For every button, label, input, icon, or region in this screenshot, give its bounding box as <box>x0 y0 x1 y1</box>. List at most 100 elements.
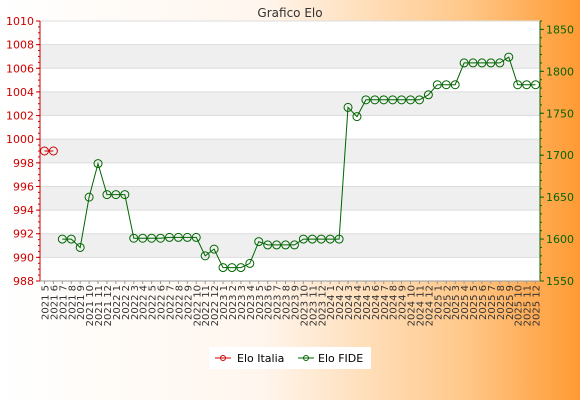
data-point-elo-fide <box>147 233 157 243</box>
data-point-elo-fide <box>307 234 317 244</box>
data-point-elo-fide <box>254 237 264 247</box>
x-tick-label: 2022 2 <box>121 285 132 320</box>
data-point-elo-fide <box>120 190 130 200</box>
x-tick-label: 2023 2 <box>228 285 239 320</box>
data-point-elo-fide <box>406 95 416 105</box>
left-tick-label: 990 <box>13 251 34 264</box>
data-point-elo-fide <box>66 234 76 244</box>
data-point-elo-fide <box>397 95 407 105</box>
left-tick-label: 1002 <box>6 110 34 123</box>
left-tick-label: 1006 <box>6 62 34 75</box>
data-point-elo-fide <box>129 233 139 243</box>
x-tick-label: 2021 9 <box>76 285 87 320</box>
data-point-elo-fide <box>93 159 103 169</box>
x-tick-label: 2025 9 <box>505 285 516 320</box>
data-point-elo-fide <box>379 95 389 105</box>
x-tick-label: 2024 9 <box>398 285 409 320</box>
data-point-elo-fide <box>468 58 478 68</box>
x-tick-label: 2021 10 <box>85 285 96 326</box>
data-point-elo-fide <box>522 80 532 90</box>
x-tick-label: 2022 6 <box>157 285 168 320</box>
grid-band <box>40 139 540 163</box>
x-tick-label: 2024 5 <box>362 285 373 320</box>
data-point-elo-fide <box>156 233 166 243</box>
x-tick-label: 2023 7 <box>273 285 284 320</box>
grid-band <box>40 186 540 211</box>
x-tick-label: 2025 2 <box>442 285 453 320</box>
x-tick-label: 2024 10 <box>407 285 418 326</box>
x-tick-label: 2024 4 <box>353 285 364 320</box>
x-tick-label: 2022 11 <box>201 285 212 326</box>
right-tick-label: 1650 <box>546 191 574 204</box>
x-tick-label: 2022 4 <box>139 285 150 320</box>
data-point-elo-fide <box>200 251 210 261</box>
data-point-elo-fide <box>138 233 148 243</box>
x-tick-label: 2025 1 <box>433 285 444 320</box>
x-tick-label: 2023 10 <box>299 285 310 326</box>
right-tick-label: 1850 <box>546 23 574 36</box>
x-tick-label: 2025 10 <box>514 285 525 326</box>
x-tick-label: 2024 3 <box>344 285 355 320</box>
x-tick-label: 2024 7 <box>380 285 391 320</box>
data-point-elo-fide <box>459 58 469 68</box>
data-point-elo-italia <box>48 146 58 156</box>
chart-title: Grafico Elo <box>257 6 322 20</box>
left-tick-label: 992 <box>13 228 34 241</box>
data-point-elo-fide <box>218 263 228 273</box>
data-point-elo-fide <box>477 58 487 68</box>
x-tick-label: 2021 12 <box>103 285 114 326</box>
left-tick-label: 998 <box>13 157 34 170</box>
right-tick-label: 1800 <box>546 65 574 78</box>
left-tick-label: 1010 <box>6 15 34 28</box>
x-tick-label: 2021 11 <box>94 285 105 326</box>
data-point-elo-fide <box>102 190 112 200</box>
grid-band <box>40 91 540 116</box>
left-tick-label: 1004 <box>6 86 34 99</box>
chart-legend: Elo Italia Elo FIDE <box>209 347 371 369</box>
x-tick-label: 2022 3 <box>130 285 141 320</box>
x-tick-label: 2025 7 <box>487 285 498 320</box>
x-tick-label: 2025 8 <box>496 285 507 320</box>
data-point-elo-fide <box>504 52 514 62</box>
data-point-elo-fide <box>423 90 433 100</box>
x-tick-label: 2023 3 <box>237 285 248 320</box>
legend-label-elo-italia: Elo Italia <box>237 352 284 365</box>
data-point-elo-fide <box>272 240 282 250</box>
x-tick-label: 2021 8 <box>67 285 78 320</box>
right-tick-label: 1600 <box>546 233 574 246</box>
data-point-elo-fide <box>352 112 362 122</box>
x-tick-label: 2025 5 <box>469 285 480 320</box>
legend-marker-elo-italia <box>220 355 226 361</box>
left-tick-label: 1008 <box>6 39 34 52</box>
legend-label-elo-fide: Elo FIDE <box>318 352 363 365</box>
x-tick-label: 2024 11 <box>415 285 426 326</box>
right-tick-label: 1700 <box>546 149 574 162</box>
x-tick-label: 2023 12 <box>317 285 328 326</box>
x-tick-label: 2022 5 <box>148 285 159 320</box>
data-point-elo-fide <box>325 234 335 244</box>
x-tick-label: 2024 12 <box>424 285 435 326</box>
left-tick-label: 988 <box>13 275 34 288</box>
x-tick-label: 2023 6 <box>264 285 275 320</box>
x-tick-label: 2024 8 <box>389 285 400 320</box>
x-tick-label: 2025 6 <box>478 285 489 320</box>
x-tick-label: 2024 6 <box>371 285 382 320</box>
data-point-elo-fide <box>486 58 496 68</box>
x-tick-label: 2023 4 <box>246 285 257 320</box>
data-point-elo-fide <box>173 232 183 242</box>
data-point-elo-fide <box>263 240 273 250</box>
right-tick-label: 1550 <box>546 275 574 288</box>
grid-band <box>40 233 540 258</box>
data-point-elo-fide <box>495 58 505 68</box>
data-point-elo-fide <box>298 234 308 244</box>
x-tick-label: 2023 5 <box>255 285 266 320</box>
data-point-elo-fide <box>531 80 541 90</box>
data-point-elo-fide <box>388 95 398 105</box>
data-point-elo-fide <box>361 95 371 105</box>
data-point-elo-fide <box>57 234 67 244</box>
data-point-elo-fide <box>289 240 299 250</box>
data-point-elo-fide <box>164 232 174 242</box>
left-tick-label: 996 <box>13 180 34 193</box>
x-tick-label: 2025 12 <box>532 285 543 326</box>
